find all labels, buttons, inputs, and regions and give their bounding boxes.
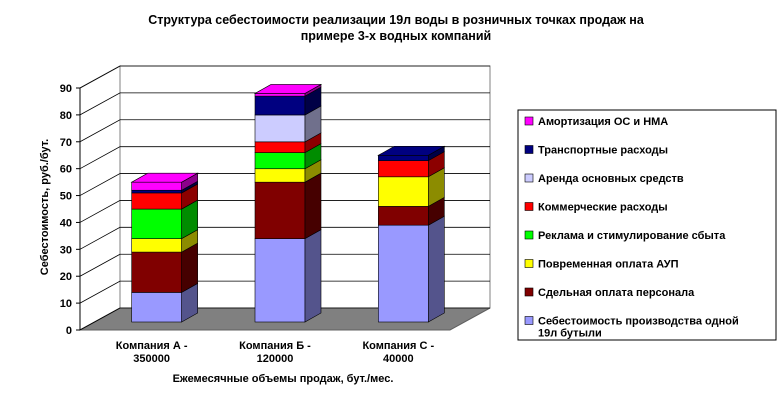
bar-segment-side [428, 215, 445, 323]
chart-title-line-2: примере 3-х водных компаний [301, 29, 491, 43]
bar-segment [378, 154, 429, 161]
gridline [79, 119, 490, 143]
bar-segment [131, 181, 182, 191]
bar-segment [378, 176, 429, 207]
bar-segment [131, 292, 182, 323]
bar-segment [254, 114, 306, 143]
bar-segment [254, 238, 306, 323]
bar-top [253, 84, 323, 94]
gridline [79, 65, 490, 89]
gridline [79, 226, 490, 250]
bar-segment [131, 238, 182, 253]
bar-segment [131, 192, 182, 210]
category-label: Компания А - [116, 340, 188, 352]
category-label: 40000 [383, 353, 414, 365]
bar-segment [254, 152, 306, 170]
y-tick-label: 0 [66, 325, 72, 337]
side-wall [79, 65, 121, 331]
bar-segment [254, 168, 306, 183]
y-tick-label: 10 [60, 298, 72, 310]
bar-segment [254, 181, 306, 239]
bar-top [130, 172, 199, 183]
legend-swatch [524, 145, 534, 154]
legend-swatch [524, 116, 534, 126]
gridline [79, 92, 490, 116]
legend-swatch [524, 259, 534, 268]
category-label: Компания С - [362, 340, 434, 352]
bar-segment [254, 93, 306, 97]
bar-segment [254, 95, 306, 116]
legend-label: Амортизация ОС и НМА [538, 116, 668, 128]
bar-segment-side [304, 172, 322, 240]
gridline [79, 307, 490, 331]
gridline [79, 200, 490, 223]
bar-segment [131, 208, 182, 239]
category-label: 350000 [133, 353, 170, 365]
y-tick-label: 30 [60, 244, 72, 256]
category-label: Компания Б - [239, 340, 311, 352]
bar-segment [378, 160, 429, 178]
gridline [79, 173, 490, 196]
chart-title-line-1: Структура себестоимости реализации 19л в… [148, 13, 645, 27]
y-tick-label: 90 [60, 83, 72, 95]
y-tick-label: 60 [60, 164, 72, 176]
category-label: 120000 [257, 353, 294, 365]
y-tick-label: 50 [60, 191, 72, 203]
gridline [79, 146, 490, 170]
bar-top [377, 145, 446, 156]
gridline [79, 280, 490, 304]
legend-swatch [524, 230, 534, 240]
legend-swatch [524, 173, 534, 183]
legend-label: 19л бутыли [538, 328, 602, 340]
legend-box [517, 109, 777, 341]
y-tick-label: 40 [60, 217, 72, 229]
x-axis-label: Ежемесячные объемы продаж, бут./мес. [173, 373, 394, 385]
y-tick-label: 70 [60, 137, 72, 149]
legend: Амортизация ОС и НМА Транспортные расходы… [517, 109, 777, 341]
legend-label: Транспортные расходы [538, 145, 668, 157]
bar-segment [131, 251, 182, 293]
bar-segment [378, 224, 429, 323]
legend-label: Себестоимость производства одной [538, 316, 739, 328]
legend-swatch [524, 287, 534, 297]
bar-segment [378, 206, 429, 226]
y-tick-label: 80 [60, 110, 72, 122]
legend-swatch [524, 316, 534, 325]
bar-segment [254, 141, 306, 153]
y-tick-label: 20 [60, 271, 72, 283]
bar-segment-side [304, 229, 322, 323]
bar-segment [131, 189, 182, 194]
chart-title: Структура себестоимости реализации 19л в… [148, 13, 645, 43]
plot-area: 0 10 20 30 40 50 60 70 80 90 Компания А -350000 Ком… [60, 65, 491, 365]
legend-label: Коммерческие расходы [538, 202, 668, 214]
legend-label: Реклама и стимулирование сбыта [538, 230, 726, 242]
legend-label: Сдельная оплата персонала [538, 287, 695, 299]
gridline [79, 253, 490, 277]
legend-label: Повременная оплата АУП [538, 259, 679, 271]
legend-swatch [524, 202, 534, 211]
legend-label: Аренда основных средств [538, 173, 684, 185]
y-axis-label: Себестоимость, руб./бут. [39, 139, 51, 275]
